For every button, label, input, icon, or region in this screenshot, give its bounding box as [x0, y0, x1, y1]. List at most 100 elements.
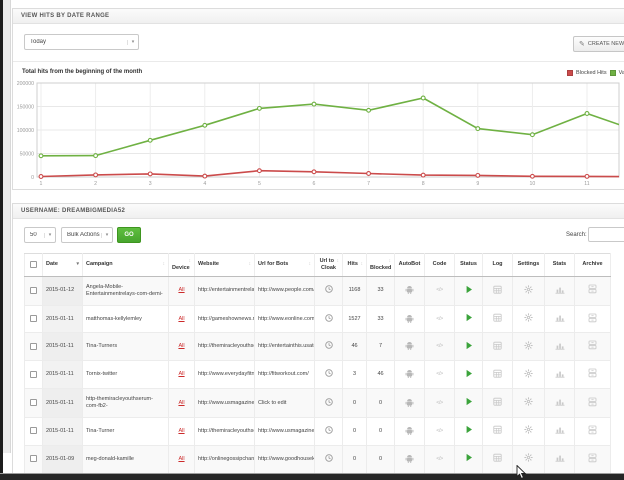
android-icon[interactable] [405, 368, 414, 379]
gear-icon[interactable] [524, 425, 533, 434]
gear-icon[interactable] [524, 285, 533, 294]
play-icon[interactable] [465, 397, 473, 406]
calendar-icon[interactable] [493, 285, 502, 294]
calendar-icon[interactable] [493, 369, 502, 378]
cell-device: All [168, 416, 195, 446]
sort-icon[interactable]: ↕ [308, 261, 312, 268]
calendar-icon[interactable] [493, 453, 502, 462]
calendar-icon[interactable] [493, 341, 502, 350]
sort-icon[interactable]: ↕ [162, 261, 166, 268]
play-icon[interactable] [465, 285, 473, 294]
clock-icon[interactable] [324, 285, 333, 293]
bar-chart-icon[interactable] [555, 397, 565, 406]
row-checkbox[interactable] [30, 399, 37, 407]
cell-settings [512, 360, 545, 390]
clock-icon[interactable] [324, 369, 333, 377]
calendar-icon[interactable] [493, 313, 502, 322]
column-header-website[interactable]: ↕ Website [194, 253, 255, 277]
cell-campaign: matthomas-kellylemley [82, 304, 169, 334]
bar-chart-icon[interactable] [555, 285, 565, 294]
device-link[interactable]: All [178, 343, 185, 350]
search-input[interactable] [588, 227, 624, 242]
gear-icon[interactable] [524, 397, 533, 406]
column-header-url-to-cloak[interactable]: ↕ Url to Cloak [314, 253, 343, 277]
column-header-device[interactable]: ↕ Device [168, 253, 195, 277]
clock-icon[interactable] [324, 454, 333, 462]
table-row: 2015-01-11 Tina-Turners All http://themirac… [24, 332, 611, 362]
android-icon[interactable] [405, 313, 414, 323]
android-icon[interactable] [405, 397, 414, 407]
cell-url-for-bots: http://www.usmagazine.c... [254, 416, 315, 446]
archive-icon[interactable] [588, 397, 597, 407]
bar-chart-icon[interactable] [555, 369, 565, 378]
device-link[interactable]: All [178, 287, 185, 294]
play-icon[interactable] [465, 313, 473, 322]
bulk-actions-select[interactable]: Bulk Actions ▾ [61, 227, 113, 243]
android-icon[interactable] [405, 284, 414, 295]
play-icon[interactable] [465, 425, 473, 434]
sort-icon[interactable]: ▾ [76, 261, 79, 268]
create-campaign-button[interactable]: ✎ CREATE NEW CAMPAIGN [573, 36, 624, 52]
bar-chart-icon[interactable] [555, 313, 565, 322]
clock-icon[interactable] [324, 313, 333, 322]
play-icon[interactable] [465, 369, 473, 378]
row-checkbox[interactable] [30, 315, 37, 323]
row-checkbox[interactable] [30, 342, 37, 350]
device-link[interactable]: All [178, 371, 185, 378]
row-checkbox[interactable] [30, 370, 37, 378]
svg-text:4: 4 [203, 181, 206, 187]
archive-icon[interactable] [588, 425, 597, 435]
clock-icon[interactable] [324, 397, 333, 406]
sort-icon[interactable]: ↕ [388, 258, 392, 265]
calendar-icon[interactable] [493, 397, 502, 406]
cell-website: http://entertainmentrelays... [194, 275, 255, 306]
android-icon[interactable] [405, 453, 414, 463]
column-header-date[interactable]: ▾ Date [42, 253, 83, 277]
row-checkbox[interactable] [30, 427, 37, 435]
column-header-hits[interactable]: ↕ Hits [342, 253, 367, 277]
column-header-blocked[interactable]: ↕ Blocked [366, 253, 395, 277]
gear-icon[interactable] [524, 453, 533, 462]
select-all-checkbox[interactable] [30, 260, 37, 268]
archive-icon[interactable] [588, 313, 597, 323]
svg-text:9: 9 [476, 181, 479, 187]
page-size-select[interactable]: 50 ▾ [24, 227, 56, 243]
sort-icon[interactable]: ↕ [360, 261, 364, 268]
sort-icon[interactable]: ↕ [248, 261, 252, 268]
device-link[interactable]: All [178, 315, 185, 322]
gear-icon[interactable] [524, 341, 533, 350]
archive-icon[interactable] [588, 340, 597, 350]
go-button[interactable]: GO [117, 227, 141, 243]
cell-archive [574, 332, 611, 362]
row-checkbox[interactable] [30, 286, 37, 294]
cell-status [454, 444, 483, 474]
clock-icon[interactable] [324, 426, 333, 434]
cell-date: 2015-01-12 [42, 275, 83, 306]
device-link[interactable]: All [178, 455, 185, 462]
row-checkbox[interactable] [30, 455, 37, 463]
bar-chart-icon[interactable] [555, 341, 565, 350]
column-header-code: Code [424, 253, 455, 277]
clock-icon[interactable] [324, 341, 333, 350]
archive-icon[interactable] [588, 453, 597, 463]
calendar-icon[interactable] [493, 425, 502, 434]
device-link[interactable]: All [178, 399, 185, 406]
device-link[interactable]: All [178, 427, 185, 434]
archive-icon[interactable] [588, 284, 597, 294]
cell-url-for-bots: http://fitworkout.com/ [254, 360, 315, 390]
play-icon[interactable] [465, 453, 473, 462]
android-icon[interactable] [405, 425, 414, 435]
android-icon[interactable] [405, 340, 414, 351]
column-header-url-for-bots[interactable]: ↕ Url for Bots [254, 253, 315, 277]
play-icon[interactable] [465, 341, 473, 350]
cell-url-for-bots[interactable]: Click to edit [254, 388, 315, 418]
bar-chart-icon[interactable] [555, 425, 565, 434]
bar-chart-icon[interactable] [555, 453, 565, 462]
sort-icon[interactable]: ↕ [188, 258, 192, 265]
gear-icon[interactable] [524, 369, 533, 378]
gear-icon[interactable] [524, 313, 533, 322]
sort-icon[interactable]: ↕ [336, 258, 340, 264]
column-header-campaign[interactable]: ↕ Campaign [82, 253, 169, 277]
date-range-select[interactable]: Today ▾ [24, 34, 139, 50]
archive-icon[interactable] [588, 368, 597, 378]
